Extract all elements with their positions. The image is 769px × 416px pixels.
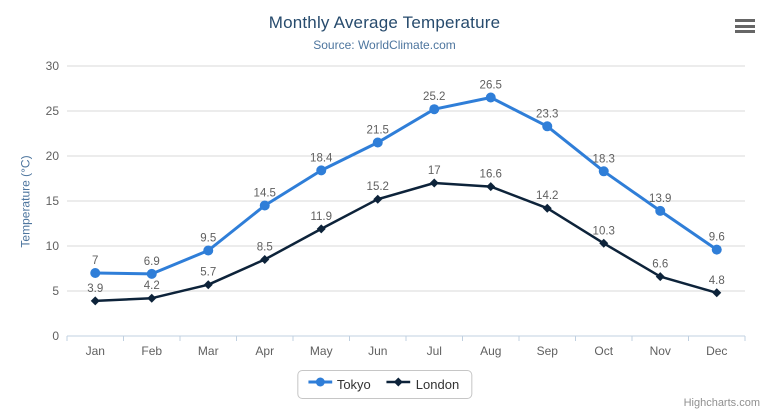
tokyo-data-point[interactable] [146, 268, 157, 279]
tokyo-data-point[interactable] [598, 166, 609, 177]
london-data-point[interactable] [712, 288, 722, 298]
data-label: 17 [428, 165, 441, 177]
data-label: 18.3 [593, 153, 615, 165]
tokyo-data-point[interactable] [90, 268, 101, 278]
data-label: 13.9 [649, 193, 671, 205]
y-axis-tick-label: 0 [52, 329, 59, 343]
hamburger-menu-icon [735, 24, 755, 28]
data-label: 14.5 [254, 188, 276, 200]
london-series-marker-icon [386, 375, 411, 393]
london-data-point[interactable] [429, 178, 439, 188]
data-label: 8.5 [257, 242, 273, 254]
data-label: 26.5 [480, 80, 502, 92]
data-label: 11.9 [310, 211, 332, 223]
data-label: 9.5 [200, 233, 216, 245]
y-axis-tick-label: 15 [46, 194, 60, 208]
x-axis-tick-label: Jul [427, 344, 442, 358]
x-axis-tick-label: Jan [86, 344, 105, 358]
legend: Tokyo London [296, 370, 473, 399]
legend-item-london[interactable]: London [386, 375, 460, 393]
london-data-point[interactable] [542, 203, 552, 213]
y-axis-tick-label: 20 [46, 149, 60, 163]
hamburger-menu-icon [735, 30, 755, 33]
tokyo-data-point[interactable] [542, 121, 553, 132]
data-label: 3.9 [87, 283, 103, 295]
chart-subtitle: Source: WorldClimate.com [313, 38, 456, 52]
data-label: 23.3 [536, 108, 558, 120]
legend-item-tokyo[interactable]: Tokyo [307, 375, 371, 393]
london-data-point[interactable] [316, 224, 326, 234]
london-data-point[interactable] [260, 255, 270, 264]
x-axis-tick-label: May [310, 344, 333, 358]
tokyo-data-point[interactable] [485, 92, 496, 103]
x-axis-tick-label: Feb [141, 344, 162, 358]
x-axis-tick-label: Oct [594, 344, 613, 358]
tokyo-data-point[interactable] [372, 137, 383, 148]
london-data-point[interactable] [486, 182, 496, 192]
london-data-point[interactable] [599, 238, 609, 248]
london-data-point[interactable] [90, 296, 100, 306]
tokyo-data-point[interactable] [203, 245, 214, 256]
y-axis-tick-label: 5 [52, 284, 59, 298]
london-data-point[interactable] [655, 272, 665, 282]
tokyo-data-point[interactable] [259, 200, 270, 211]
x-axis-tick-label: Aug [480, 344, 501, 358]
tokyo-data-point[interactable] [429, 104, 440, 115]
x-axis-tick-label: Jun [368, 344, 387, 358]
tokyo-data-point[interactable] [316, 165, 327, 176]
london-data-point[interactable] [147, 293, 157, 303]
london-series-line [94, 181, 718, 303]
london-data-point[interactable] [373, 194, 383, 204]
x-axis-tick-label: Sep [537, 344, 559, 358]
data-label: 9.6 [709, 232, 725, 244]
data-label: 16.6 [480, 169, 502, 181]
data-label: 6.6 [652, 259, 668, 271]
data-label: 14.2 [536, 190, 558, 202]
data-label: 6.9 [144, 256, 160, 268]
data-label: 15.2 [367, 181, 389, 193]
data-label: 4.2 [144, 280, 160, 292]
data-label: 5.7 [200, 267, 216, 279]
x-axis-tick-label: Apr [255, 344, 274, 358]
london-data-point[interactable] [203, 280, 213, 290]
legend-label-london: London [415, 376, 460, 392]
tokyo-data-point[interactable] [655, 205, 666, 216]
y-axis-tick-label: 25 [46, 104, 60, 118]
x-axis-tick-label: Nov [650, 344, 671, 358]
data-label: 25.2 [423, 91, 445, 103]
data-label: 7 [92, 255, 98, 267]
hamburger-menu-icon [735, 19, 755, 22]
highcharts-credits-link[interactable]: Highcharts.com [683, 397, 760, 409]
tokyo-series-line [93, 96, 719, 276]
x-axis-tick-label: Dec [706, 344, 727, 358]
tokyo-series-marker-icon [307, 375, 332, 393]
y-axis-tick-label: 10 [46, 239, 60, 253]
export-menu-button[interactable] [734, 17, 756, 35]
data-label: 21.5 [367, 125, 389, 137]
data-label: 18.4 [310, 152, 333, 164]
legend-label-tokyo: Tokyo [336, 376, 371, 392]
data-label: 10.3 [593, 225, 615, 237]
chart-title: Monthly Average Temperature [268, 13, 501, 32]
y-axis-tick-label: 30 [46, 59, 60, 73]
data-label: 4.8 [709, 275, 725, 287]
tokyo-data-point[interactable] [711, 244, 722, 255]
x-axis-tick-label: Mar [198, 344, 219, 358]
